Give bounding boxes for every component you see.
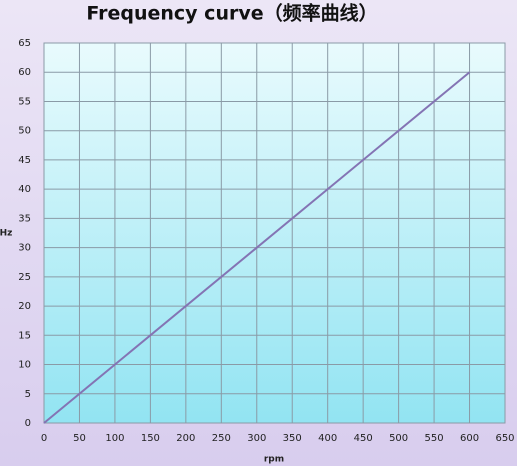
- x-tick-label: 450: [354, 433, 373, 444]
- x-tick-label: 650: [495, 433, 514, 444]
- x-axis-label: rpm: [264, 455, 284, 465]
- y-tick-label: 35: [18, 213, 31, 224]
- x-tick-label: 300: [247, 433, 266, 444]
- x-tick-label: 600: [460, 433, 479, 444]
- data-line: [43, 71, 471, 424]
- y-axis-label: Hz: [0, 229, 12, 239]
- x-tick-label: 150: [141, 433, 160, 444]
- x-tick-label: 250: [212, 433, 231, 444]
- x-tick-label: 550: [425, 433, 444, 444]
- chart-title: Frequency curve（频率曲线）: [86, 2, 377, 25]
- y-tick-label: 15: [18, 330, 31, 341]
- y-tick-label: 50: [18, 126, 31, 137]
- x-tick-label: 350: [283, 433, 302, 444]
- y-tick-label: 30: [18, 243, 31, 254]
- x-tick-label: 200: [176, 433, 195, 444]
- y-tick-label: 45: [18, 155, 31, 166]
- y-tick-label: 25: [18, 272, 31, 283]
- x-tick-label: 100: [105, 433, 124, 444]
- x-tick-label: 50: [73, 433, 86, 444]
- y-tick-label: 60: [18, 67, 31, 78]
- y-tick-label: 20: [18, 301, 31, 312]
- y-tick-label: 10: [18, 360, 31, 371]
- x-tick-label: 400: [318, 433, 337, 444]
- y-tick-label: 5: [25, 389, 31, 400]
- y-tick-label: 0: [25, 418, 31, 429]
- y-tick-label: 65: [18, 38, 31, 49]
- x-tick-label: 500: [389, 433, 408, 444]
- y-tick-label: 55: [18, 96, 31, 107]
- x-tick-label: 0: [41, 433, 47, 444]
- y-tick-label: 40: [18, 184, 31, 195]
